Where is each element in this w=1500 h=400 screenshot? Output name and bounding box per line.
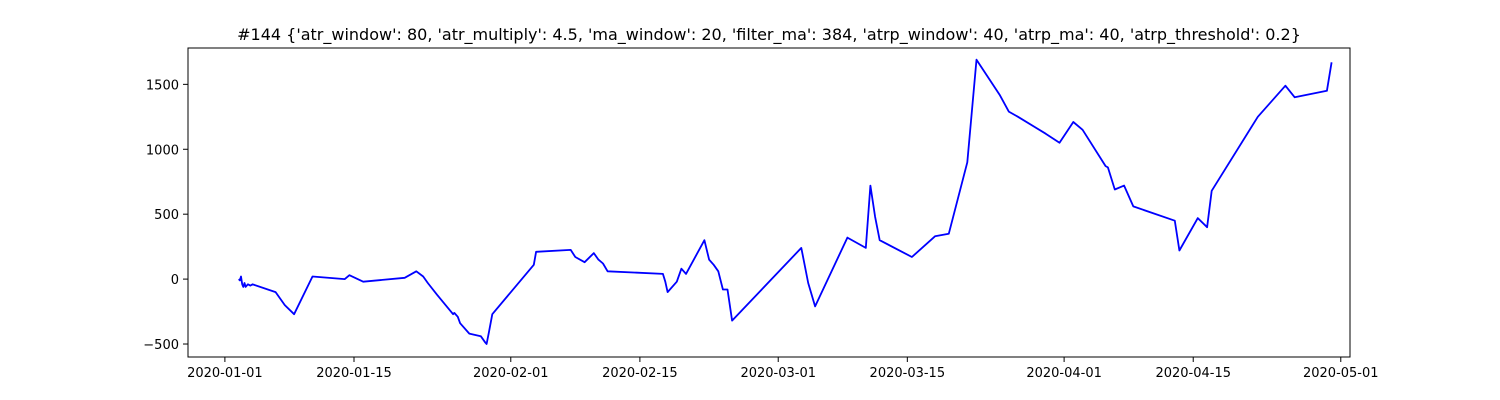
x-tick-label: 2020-01-15 [316,366,392,381]
x-tick-label: 2020-05-01 [1303,366,1379,381]
plot-area [238,58,1333,345]
axes-frame [187,47,1351,358]
x-tick-label: 2020-04-15 [1155,366,1231,381]
y-axis: −500 0 500 1000 1500 [143,78,188,353]
x-tick-label: 2020-02-01 [473,366,549,381]
x-tick-label: 2020-01-01 [187,366,263,381]
y-tick-label: −500 [143,338,179,353]
y-tick-label: 0 [171,273,179,288]
series-line-0 [238,58,1333,345]
x-tick-label: 2020-03-01 [740,366,816,381]
x-tick-label: 2020-03-15 [870,366,946,381]
y-tick-label: 1500 [146,78,179,93]
y-tick-label: 500 [154,208,179,223]
chart-title: #144 {'atr_window': 80, 'atr_multiply': … [237,25,1301,45]
y-tick-label: 1000 [146,143,179,158]
x-tick-label: 2020-02-15 [602,366,678,381]
x-tick-label: 2020-04-01 [1026,366,1102,381]
x-axis: 2020-01-01 2020-01-15 2020-02-01 2020-02-15… [187,357,1379,381]
